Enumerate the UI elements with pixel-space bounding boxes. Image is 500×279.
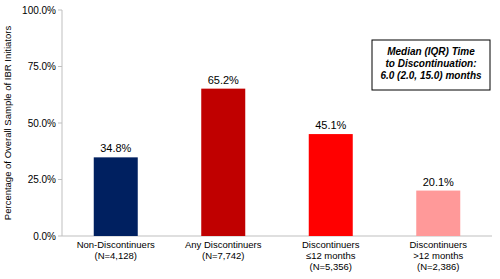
y-tick-label: 100.0% bbox=[22, 5, 56, 16]
text-line: >12 months bbox=[413, 250, 463, 261]
text-line: Discontinuers bbox=[302, 239, 360, 250]
chart: 0.0% 25.0% 50.0% 75.0% 100.0% Percentage of O… bbox=[0, 0, 500, 279]
y-tick-label: 0.0% bbox=[33, 231, 56, 242]
text-line: Non-Discontinuers bbox=[77, 239, 155, 250]
y-tick bbox=[58, 66, 62, 67]
annotation-box bbox=[372, 40, 490, 90]
annotation: Median (IQR) Timeto Discontinuation:6.0 … bbox=[380, 46, 482, 81]
x-tick-label: Discontinuers≤12 months(N=5,356) bbox=[302, 239, 360, 272]
y-tick-label: 25.0% bbox=[28, 174, 56, 185]
data-label: 20.1% bbox=[423, 176, 454, 188]
x-tick-label: Any Discontinuers(N=7,742) bbox=[185, 239, 262, 261]
y-tick bbox=[58, 179, 62, 180]
text-line: (N=2,386) bbox=[417, 261, 460, 272]
data-label: 65.2% bbox=[208, 74, 239, 86]
bar bbox=[201, 89, 245, 236]
bar bbox=[94, 157, 138, 236]
y-tick-label: 75.0% bbox=[28, 61, 56, 72]
data-label: 34.8% bbox=[100, 142, 131, 154]
y-tick bbox=[58, 236, 62, 237]
y-axis-title: Percentage of Overall Sample of IBR Init… bbox=[2, 26, 13, 221]
bar bbox=[416, 191, 460, 236]
text-line: Any Discontinuers bbox=[185, 239, 262, 250]
y-tick-label: 50.0% bbox=[28, 118, 56, 129]
y-tick bbox=[58, 10, 62, 11]
text-line: ≤12 months bbox=[306, 250, 356, 261]
text-line: (N=7,742) bbox=[202, 250, 245, 261]
bar bbox=[309, 134, 353, 236]
x-tick-label: Non-Discontinuers(N=4,128) bbox=[77, 239, 155, 261]
y-tick bbox=[58, 123, 62, 124]
text-line: Median (IQR) Time bbox=[387, 46, 475, 57]
text-line: Discontinuers bbox=[409, 239, 467, 250]
text-line: (N=5,356) bbox=[309, 261, 352, 272]
text-line: to Discontinuation: bbox=[385, 58, 476, 69]
text-line: (N=4,128) bbox=[94, 250, 137, 261]
data-label: 45.1% bbox=[315, 119, 346, 131]
text-line: 6.0 (2.0, 15.0) months bbox=[380, 70, 482, 81]
x-tick-label: Discontinuers>12 months(N=2,386) bbox=[409, 239, 467, 272]
